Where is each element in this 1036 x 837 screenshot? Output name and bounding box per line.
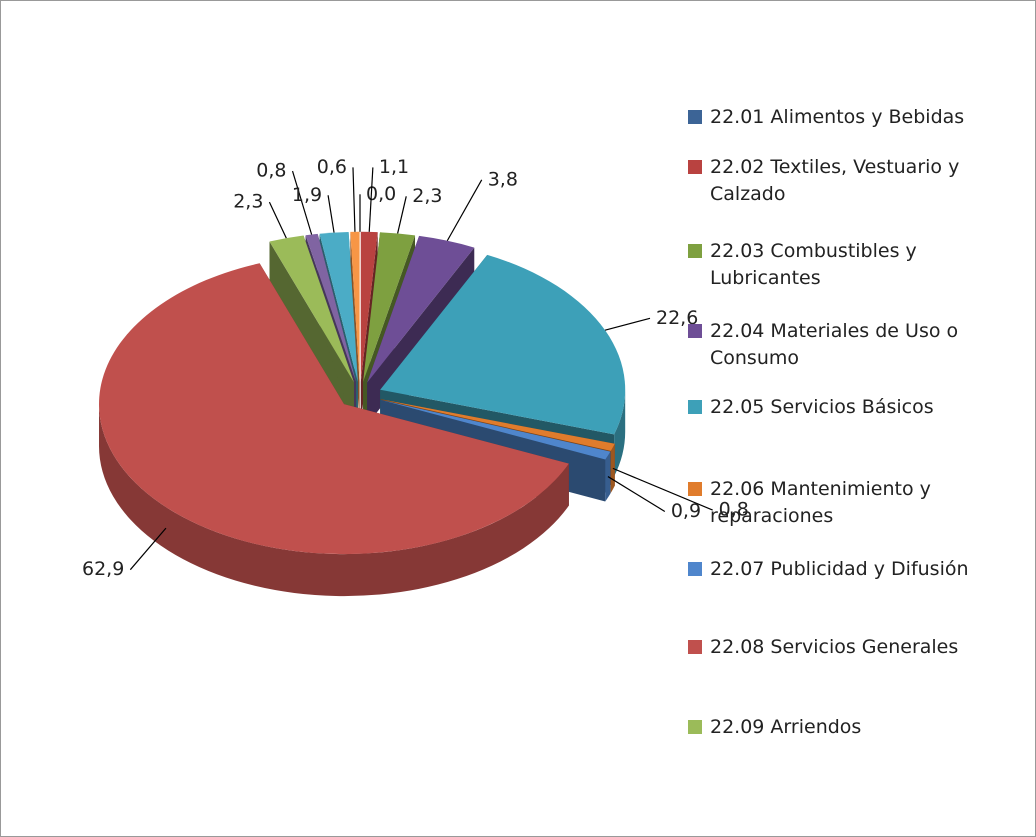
legend-label: 22.03 Combustibles y Lubricantes: [710, 240, 917, 289]
leader-line: [368, 167, 374, 232]
legend-entry: 22.01 Alimentos y Bebidas: [688, 104, 1030, 131]
leader-line: [268, 201, 287, 239]
legend-label: 22.08 Servicios Generales: [710, 636, 959, 658]
slice-side: [614, 389, 626, 477]
slice-side: [605, 451, 611, 502]
data-label: 0,6: [317, 156, 347, 178]
data-label: 1,9: [292, 184, 322, 206]
slice-wall: [269, 241, 354, 425]
slice: [269, 235, 354, 383]
slice: [380, 399, 611, 460]
legend-entry: 22.08 Servicios Generales: [688, 634, 1030, 661]
data-label: 22,6: [656, 307, 698, 329]
legend-entry: 22.09 Arriendos: [688, 714, 1030, 741]
data-label: 0,8: [256, 160, 286, 182]
legend-entry: 22.02 Textiles, Vestuario y Calzado: [688, 154, 1030, 208]
legend-swatch: [688, 640, 702, 654]
slice: [367, 235, 475, 383]
legend-swatch: [688, 160, 702, 174]
leader-line: [446, 179, 483, 242]
legend-label: 22.05 Servicios Básicos: [710, 396, 934, 418]
slice: [380, 254, 626, 435]
leader-line: [607, 476, 666, 512]
legend-entry: 22.03 Combustibles y Lubricantes: [688, 238, 1030, 292]
slice: [350, 231, 360, 382]
data-label: 0,8: [719, 499, 749, 521]
legend-swatch: [688, 562, 702, 576]
leader-line: [291, 170, 313, 235]
legend-entry: 22.06 Mantenimiento y reparaciones: [688, 476, 1030, 530]
legend-entry: 22.07 Publicidad y Difusión: [688, 556, 1030, 583]
legend-label: 22.01 Alimentos y Bebidas: [710, 106, 965, 128]
legend-swatch: [688, 720, 702, 734]
data-label: 62,9: [82, 558, 124, 580]
legend-label: 22.02 Textiles, Vestuario y Calzado: [710, 156, 960, 205]
legend-swatch: [688, 400, 702, 414]
legend-label: 22.09 Arriendos: [710, 716, 862, 738]
legend-label: 22.06 Mantenimiento y reparaciones: [710, 478, 931, 527]
slice: [380, 399, 615, 451]
slice: [305, 233, 357, 383]
legend-label: 22.07 Publicidad y Difusión: [710, 558, 969, 580]
legend-entry: 22.05 Servicios Básicos: [688, 394, 1030, 421]
leader-line: [604, 317, 651, 331]
data-label: 3,8: [488, 168, 518, 190]
data-label: 2,3: [233, 191, 263, 213]
leader-line: [397, 196, 407, 234]
legend-entry: 22.04 Materiales de Uso o Consumo: [688, 318, 1030, 372]
legend-swatch: [688, 110, 702, 124]
data-label: 2,3: [412, 185, 442, 207]
legend-swatch: [688, 324, 702, 338]
slice: [363, 232, 416, 382]
slice: [99, 263, 569, 555]
leader-line: [352, 167, 356, 232]
leader-line: [129, 527, 167, 571]
legend-swatch: [688, 482, 702, 496]
slice-side: [99, 404, 569, 597]
data-label: 1,1: [379, 156, 409, 178]
slice: [319, 231, 358, 382]
data-label: 0,9: [671, 500, 701, 522]
data-label: 0,0: [366, 183, 396, 205]
legend-label: 22.04 Materiales de Uso o Consumo: [710, 320, 959, 369]
leader-line: [327, 195, 335, 233]
legend-swatch: [688, 244, 702, 258]
slice: [360, 231, 378, 382]
leader-line: [612, 467, 713, 511]
